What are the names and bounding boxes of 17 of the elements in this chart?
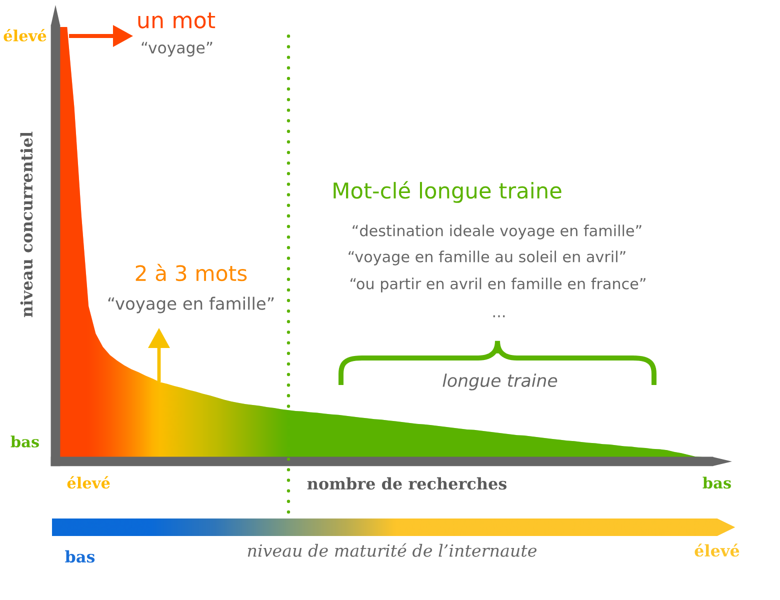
text: bas	[10, 436, 39, 448]
x-axis-title: nombre de recherches	[307, 477, 507, 490]
text: niveau de maturité de l’internaute	[248, 543, 536, 557]
text: élevé	[694, 544, 740, 557]
y-axis-title: niveau concurrentiel	[20, 132, 33, 318]
annotation: ...	[493, 315, 505, 318]
annotation: “voyage en famille au soleil en avril”	[348, 250, 626, 266]
annotation: “destination ideale voyage en famille”	[352, 224, 642, 240]
annotation: “voyage en famille”	[108, 296, 274, 314]
annotation: 2 à 3 mots	[136, 264, 247, 282]
annotation: “ou partir en avril en famille en france”	[350, 278, 646, 292]
annotation: Mot-clé longue traine	[334, 181, 562, 203]
annotation: un mot	[138, 12, 216, 28]
annotation: longue traine	[442, 374, 558, 390]
text: bas	[65, 550, 95, 563]
annotation: “voyage”	[142, 42, 212, 57]
text: élevé	[4, 28, 46, 42]
